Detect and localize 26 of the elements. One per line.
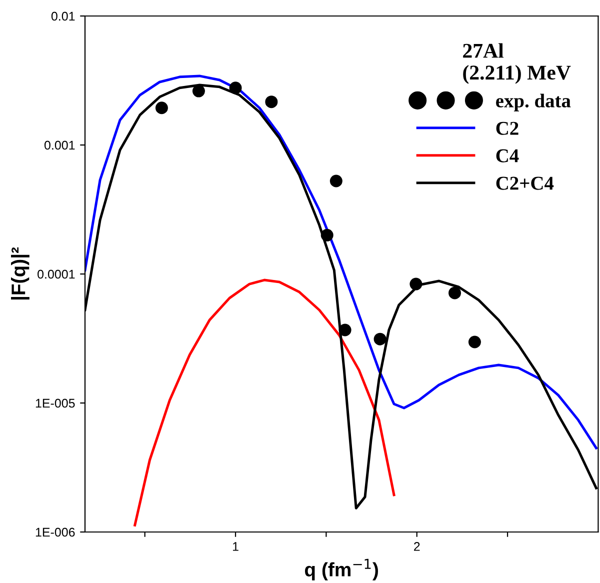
legend-title: 27Al (2.211) MeV <box>463 43 571 84</box>
point <box>410 278 422 290</box>
point <box>320 228 334 242</box>
point <box>338 324 352 336</box>
y-axis-title: |F(q)|² <box>11 247 30 300</box>
x-tick-label: 2 <box>414 542 420 551</box>
legend-label: exp. data <box>496 94 571 112</box>
point <box>448 286 462 300</box>
legend-label: C2 <box>496 122 518 135</box>
y-tick-label: 0.0001 <box>38 270 75 279</box>
point <box>374 332 386 346</box>
x-tick-label: 1 <box>232 542 238 551</box>
line-series <box>134 278 396 526</box>
y-tick-label: 0.001 <box>44 140 75 150</box>
point <box>330 174 342 188</box>
legend-label: C2+C4 <box>496 176 554 190</box>
y-tick-label: 1E-005 <box>36 398 75 408</box>
x-axis-title: q (fm$^{−1}$) <box>304 558 378 580</box>
legend-label: C4 <box>496 149 519 162</box>
point <box>229 82 242 94</box>
y-tick-label: 0.01 <box>51 12 75 21</box>
point <box>468 336 481 348</box>
point <box>192 84 205 98</box>
y-tick-label: 1E-006 <box>36 528 75 537</box>
point <box>265 96 278 108</box>
point <box>155 102 168 114</box>
